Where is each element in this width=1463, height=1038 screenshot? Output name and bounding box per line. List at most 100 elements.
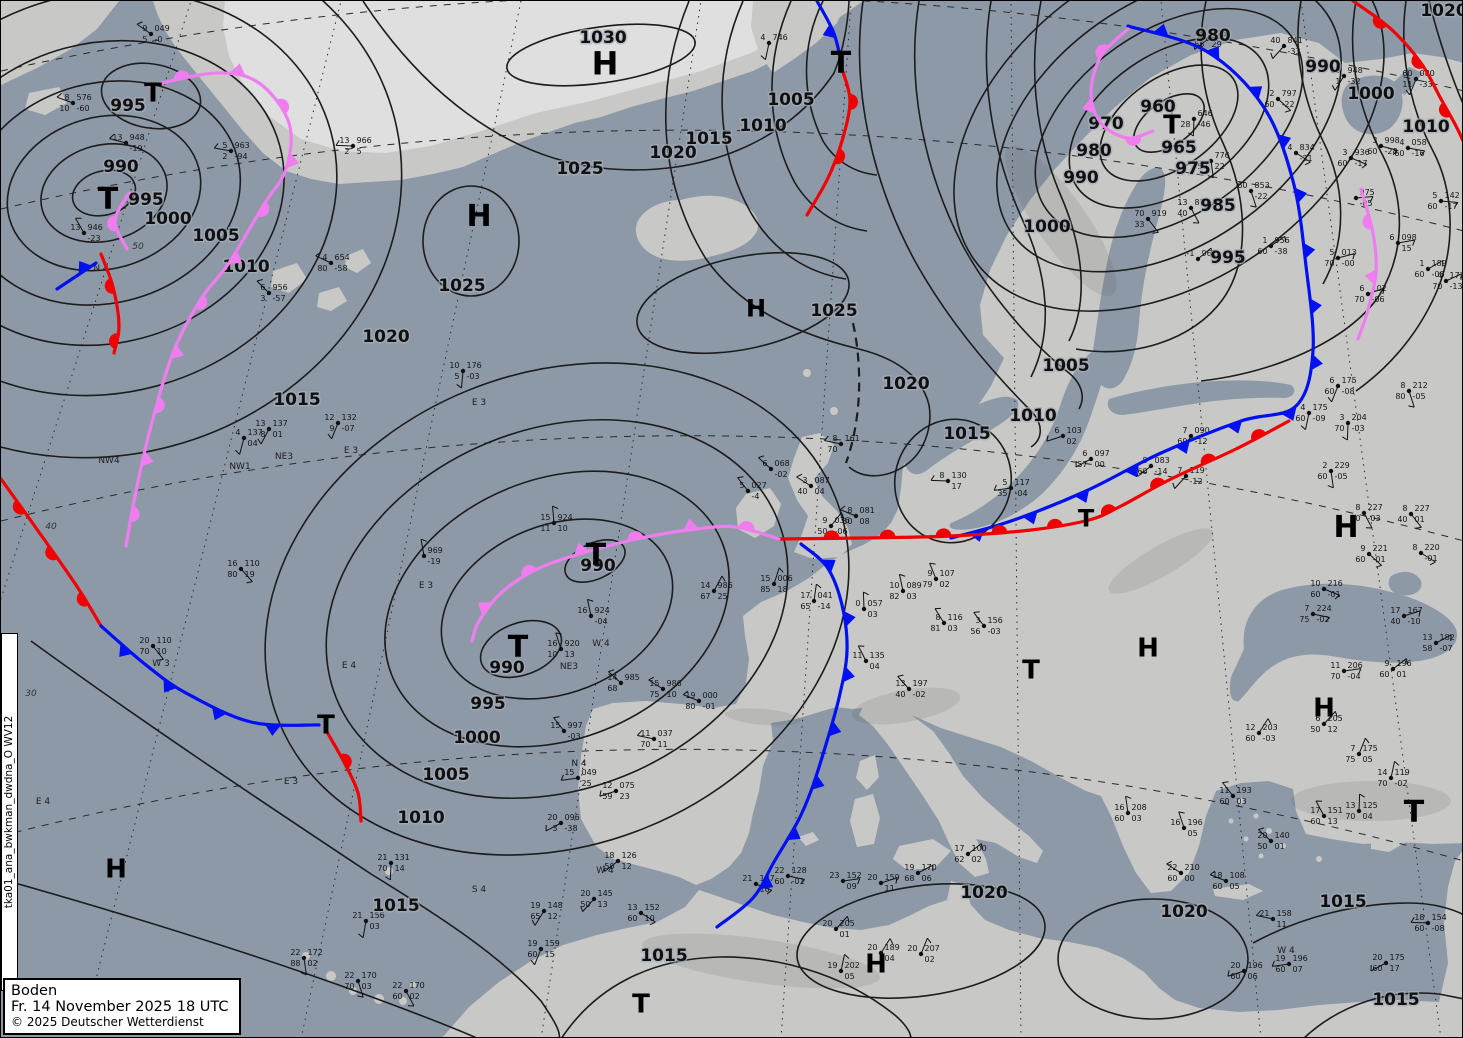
station-plot: 10 216 60 -01 — [1310, 579, 1343, 600]
station-plot: 5 013 70 -00 — [1324, 248, 1356, 268]
wind-barb — [764, 42, 770, 60]
front-marker — [170, 344, 184, 360]
station-temp: 22 — [774, 866, 784, 875]
station-plot: 21 131 70 14 — [377, 853, 410, 881]
land-corsica — [856, 755, 879, 790]
station-temp: 22 — [392, 981, 402, 990]
station-pressure: 167 — [1408, 606, 1423, 615]
station-tendency: -02 — [775, 470, 788, 479]
station-pressure: 946 — [88, 223, 103, 232]
station-pressure: 948 — [130, 133, 145, 142]
sea-state-label: E 4 — [36, 797, 51, 807]
station-temp: 19 — [530, 901, 540, 910]
station-tendency: -19 — [428, 557, 441, 566]
wind-barb — [1197, 247, 1212, 260]
wind-barb-tick — [682, 690, 689, 696]
sea-state-label: E 3 — [472, 398, 486, 408]
station-dewpoint: 80 — [317, 264, 327, 273]
station-dewpoint: 79 — [922, 580, 932, 589]
front-line — [124, 71, 293, 548]
station-pressure: 049 — [155, 24, 170, 33]
wind-barb — [862, 591, 865, 610]
station-temp: 17 — [954, 844, 964, 853]
front-marker — [842, 666, 855, 683]
station-pressure: 154 — [1432, 913, 1447, 922]
station-temp: 22 — [290, 948, 300, 957]
front-marker — [340, 753, 352, 769]
station-pressure: 148 — [548, 901, 563, 910]
station-pressure: 041 — [818, 591, 833, 600]
station-temp: 21 — [352, 911, 362, 920]
wind-barb — [973, 612, 985, 627]
station-plot: 4 172 70 -13 — [1432, 271, 1462, 291]
station-pressure: 197 — [913, 679, 928, 688]
land-sardinia — [850, 794, 880, 847]
station-plot: 191706806 — [904, 863, 936, 883]
station-plot: 131526010 — [627, 903, 660, 926]
wind-barb — [56, 96, 74, 104]
station-plot: 19 202 05 — [827, 954, 860, 981]
land-iceland — [635, 195, 759, 261]
wind-barb-tick — [648, 676, 655, 681]
front-marker — [834, 148, 846, 165]
front-line — [815, 1, 842, 58]
station-dewpoint: 75 — [1299, 615, 1309, 624]
station-plot: 0 057 03 — [855, 591, 883, 619]
station-tendency: 03 — [370, 922, 380, 931]
station-tendency: 10 — [157, 647, 167, 656]
wind-barb — [934, 608, 945, 624]
front-marker — [759, 874, 774, 890]
station-pressure: 102 — [1372, 284, 1387, 293]
wind-barb — [683, 694, 700, 702]
station-temp: 4 — [1287, 143, 1292, 152]
station-pressure: 137 — [273, 419, 288, 428]
front-warm — [325, 730, 363, 823]
isobar-label: 1025 — [438, 276, 485, 296]
wind-barb — [758, 457, 772, 470]
station-tendency: 10 — [558, 524, 568, 533]
wind-barb-tick — [1227, 970, 1230, 977]
station-temp: 8 — [935, 613, 940, 622]
station-pressure: 206 — [1348, 661, 1363, 670]
station-pressure: 576 — [77, 93, 92, 102]
wind-barb — [303, 957, 307, 975]
wind-barb — [1178, 811, 1185, 829]
station-pressure: 936 — [1355, 148, 1370, 157]
station-tendency: -01 — [1328, 590, 1341, 599]
station-plot: 8 130 17 — [930, 471, 967, 491]
front-cold — [55, 260, 98, 291]
wind-barb-tick — [1172, 482, 1176, 489]
station-pressure: 156 — [370, 911, 385, 920]
wind-barb — [256, 280, 270, 294]
isobar-label: 995 — [1210, 248, 1246, 268]
station-plot: 5 117 35 -04 — [993, 478, 1030, 498]
wind-barb — [136, 23, 152, 35]
wind-barb-tick — [1188, 132, 1194, 137]
wind-barb-tick — [889, 938, 894, 945]
station-tendency: -33 — [1420, 80, 1433, 89]
pressure-center-T: T — [508, 630, 529, 665]
station-dewpoint: 5 — [142, 35, 147, 44]
wind-barb — [1192, 118, 1195, 137]
front-marker — [76, 591, 89, 607]
wind-barb-tick — [863, 591, 869, 596]
station-tendency: -14 — [1155, 467, 1168, 476]
station-pressure: 924 — [558, 513, 573, 522]
wind-barb-tick — [1271, 960, 1275, 967]
station-dewpoint: 60 — [1310, 817, 1320, 826]
front-warm — [99, 252, 121, 355]
wind-barb-tick — [587, 598, 594, 602]
front-occluded — [1082, 27, 1155, 146]
wind-barb-tick — [1405, 89, 1411, 96]
station-tendency: 09 — [847, 882, 857, 891]
station-dewpoint: 80 — [1395, 392, 1405, 401]
wind-barb — [1222, 782, 1234, 797]
station-temp: 13 — [339, 136, 349, 145]
station-dewpoint: 68 — [607, 684, 617, 693]
station-tendency: -02 — [1317, 615, 1330, 624]
front-marker — [1074, 489, 1090, 503]
front-marker — [45, 545, 58, 561]
station-plot: 8 227 60 -03 — [1350, 503, 1383, 529]
wind-barb — [898, 574, 904, 592]
station-temp: 19 — [1275, 954, 1285, 963]
